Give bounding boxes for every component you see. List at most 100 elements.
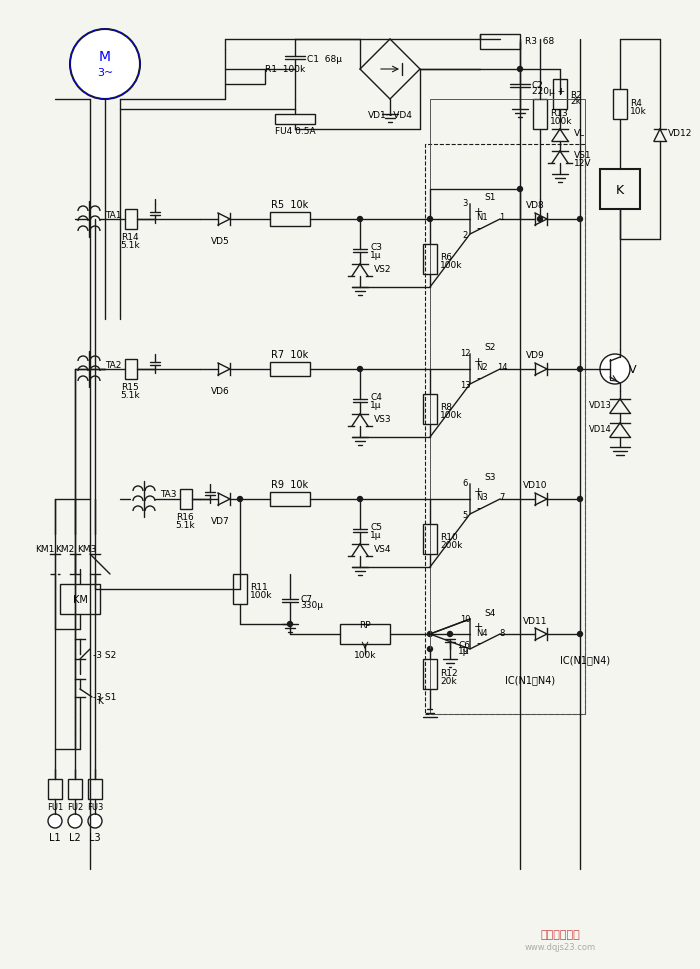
- Text: +: +: [473, 357, 483, 366]
- Text: 1μ: 1μ: [370, 530, 382, 539]
- Circle shape: [538, 217, 542, 222]
- Text: 330μ: 330μ: [300, 601, 323, 610]
- Text: R15: R15: [121, 383, 139, 392]
- Bar: [48, 779, 62, 799]
- Text: C1  68μ: C1 68μ: [307, 54, 342, 63]
- Text: R13: R13: [550, 109, 568, 117]
- Text: C2: C2: [532, 80, 544, 89]
- Circle shape: [288, 622, 293, 627]
- Text: C7: C7: [300, 594, 312, 603]
- Bar: [423, 394, 437, 424]
- Bar: [613, 90, 627, 120]
- Text: 1μ: 1μ: [370, 400, 382, 409]
- Bar: [340, 624, 390, 644]
- Text: KM1: KM1: [35, 545, 55, 554]
- Bar: [533, 100, 547, 130]
- Text: 3: 3: [462, 200, 468, 208]
- Circle shape: [358, 367, 363, 372]
- Text: N1: N1: [476, 213, 488, 222]
- Text: TA3: TA3: [160, 490, 176, 499]
- Text: IC(N1～N4): IC(N1～N4): [560, 654, 610, 665]
- Bar: [180, 489, 192, 510]
- Circle shape: [517, 68, 522, 73]
- Text: VD6: VD6: [211, 387, 230, 396]
- Text: R7  10k: R7 10k: [272, 350, 309, 359]
- Text: 1: 1: [499, 213, 505, 222]
- Text: R8: R8: [440, 403, 452, 412]
- Text: R5  10k: R5 10k: [272, 200, 309, 209]
- Text: R12: R12: [440, 668, 458, 676]
- Text: 100k: 100k: [440, 262, 463, 270]
- Text: 100k: 100k: [250, 591, 272, 600]
- Text: VS3: VS3: [374, 415, 391, 424]
- Circle shape: [428, 217, 433, 222]
- Bar: [423, 524, 437, 554]
- Text: 电工技术之家: 电工技术之家: [540, 929, 580, 939]
- Text: 6: 6: [462, 479, 468, 488]
- Text: L2: L2: [69, 832, 81, 842]
- Text: VD8: VD8: [526, 202, 545, 210]
- Circle shape: [358, 497, 363, 502]
- Bar: [430, 100, 585, 714]
- Text: 100k: 100k: [550, 116, 573, 125]
- Text: VS1: VS1: [574, 151, 592, 160]
- Bar: [125, 209, 137, 230]
- Text: +: +: [473, 206, 483, 217]
- Bar: [270, 213, 310, 227]
- Text: K: K: [616, 183, 624, 197]
- Text: R10: R10: [440, 533, 458, 542]
- Text: +: +: [473, 486, 483, 496]
- Text: 2: 2: [463, 232, 468, 240]
- Text: TA2: TA2: [105, 360, 121, 369]
- Text: C6: C6: [458, 640, 470, 649]
- Text: 100k: 100k: [440, 411, 463, 421]
- Circle shape: [578, 632, 582, 637]
- Text: R9  10k: R9 10k: [272, 480, 309, 489]
- Text: S3: S3: [484, 473, 496, 482]
- Circle shape: [600, 355, 630, 385]
- Text: S1: S1: [484, 193, 496, 203]
- Text: 5.1k: 5.1k: [120, 241, 140, 250]
- Text: VL: VL: [574, 130, 585, 139]
- Text: 20k: 20k: [440, 675, 456, 685]
- Text: VD1~VD4: VD1~VD4: [368, 110, 412, 119]
- Text: www.dqjs23.com: www.dqjs23.com: [524, 943, 596, 952]
- Text: R3  68: R3 68: [525, 38, 554, 47]
- Bar: [553, 79, 567, 109]
- Text: 1μ: 1μ: [458, 647, 470, 656]
- Text: 3~: 3~: [97, 68, 113, 78]
- Text: VD10: VD10: [523, 481, 547, 490]
- Text: L1: L1: [49, 832, 61, 842]
- Circle shape: [48, 814, 62, 828]
- Circle shape: [578, 367, 582, 372]
- Bar: [270, 492, 310, 507]
- Text: R11: R11: [250, 583, 267, 592]
- Text: 14: 14: [497, 363, 508, 372]
- Circle shape: [88, 814, 102, 828]
- Text: 200k: 200k: [440, 541, 463, 550]
- Text: 5.1k: 5.1k: [120, 391, 140, 400]
- Text: VD9: VD9: [526, 351, 545, 360]
- Text: S2: S2: [484, 343, 496, 352]
- Text: V: V: [629, 364, 637, 375]
- Circle shape: [68, 814, 82, 828]
- Text: VD14: VD14: [589, 425, 611, 434]
- Text: R1  100k: R1 100k: [265, 66, 305, 75]
- Text: 2k: 2k: [570, 98, 581, 107]
- Text: N2: N2: [476, 363, 488, 372]
- Text: -: -: [476, 503, 480, 513]
- Text: VD7: VD7: [211, 517, 230, 526]
- Bar: [600, 170, 640, 209]
- Text: C5: C5: [370, 523, 382, 532]
- Text: VD13: VD13: [589, 401, 611, 410]
- Circle shape: [578, 217, 582, 222]
- Text: RP: RP: [359, 620, 371, 629]
- Bar: [60, 584, 100, 614]
- Text: R14: R14: [121, 234, 139, 242]
- Bar: [425, 144, 585, 714]
- Text: R2: R2: [570, 90, 582, 100]
- Text: 100k: 100k: [354, 650, 377, 659]
- Text: 13: 13: [460, 381, 470, 391]
- Text: VD5: VD5: [211, 237, 230, 246]
- Text: R4: R4: [630, 99, 642, 108]
